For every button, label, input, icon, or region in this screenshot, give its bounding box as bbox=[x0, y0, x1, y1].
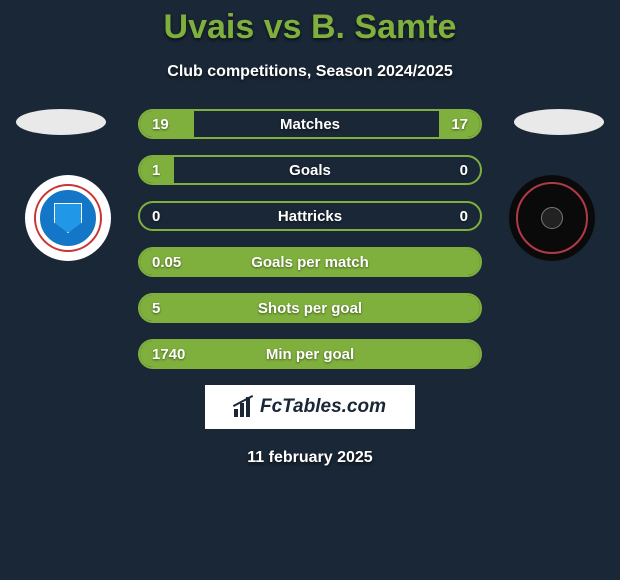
stat-label: Goals bbox=[289, 162, 331, 179]
jamshedpur-badge bbox=[36, 186, 100, 250]
stat-value-right: 17 bbox=[451, 116, 468, 133]
page-title: Uvais vs B. Samte bbox=[0, 0, 620, 47]
stat-value-left: 1 bbox=[152, 162, 160, 179]
player-photo-right bbox=[514, 109, 604, 135]
stats-list: 19 Matches 17 1 Goals 0 0 Hattricks 0 0.05 Goals p… bbox=[138, 109, 482, 369]
team-logo-right bbox=[509, 175, 595, 261]
stat-value-left: 1740 bbox=[152, 346, 185, 363]
stat-label: Hattricks bbox=[278, 208, 342, 225]
comparison-content: 19 Matches 17 1 Goals 0 0 Hattricks 0 0.05 Goals p… bbox=[0, 109, 620, 467]
stat-value-left: 0.05 bbox=[152, 254, 181, 271]
stat-value-left: 0 bbox=[152, 208, 160, 225]
football-icon bbox=[541, 207, 563, 229]
stat-row: 5 Shots per goal bbox=[138, 293, 482, 323]
stat-value-left: 19 bbox=[152, 116, 169, 133]
team-logo-left bbox=[25, 175, 111, 261]
brand-badge[interactable]: FcTables.com bbox=[205, 385, 415, 429]
stat-value-left: 5 bbox=[152, 300, 160, 317]
stat-label: Goals per match bbox=[251, 254, 369, 271]
player-photo-left bbox=[16, 109, 106, 135]
stat-row: 0 Hattricks 0 bbox=[138, 201, 482, 231]
stat-label: Matches bbox=[280, 116, 340, 133]
stat-row: 19 Matches 17 bbox=[138, 109, 482, 139]
stat-row: 1 Goals 0 bbox=[138, 155, 482, 185]
stat-row: 0.05 Goals per match bbox=[138, 247, 482, 277]
stat-label: Min per goal bbox=[266, 346, 354, 363]
chart-icon bbox=[234, 397, 254, 417]
brand-text: FcTables.com bbox=[260, 396, 386, 418]
stat-label: Shots per goal bbox=[258, 300, 362, 317]
subtitle: Club competitions, Season 2024/2025 bbox=[0, 63, 620, 81]
stat-value-right: 0 bbox=[460, 162, 468, 179]
stat-row: 1740 Min per goal bbox=[138, 339, 482, 369]
date-label: 11 february 2025 bbox=[0, 449, 620, 467]
northeast-badge bbox=[516, 182, 588, 254]
shield-icon bbox=[54, 203, 82, 233]
stat-value-right: 0 bbox=[460, 208, 468, 225]
